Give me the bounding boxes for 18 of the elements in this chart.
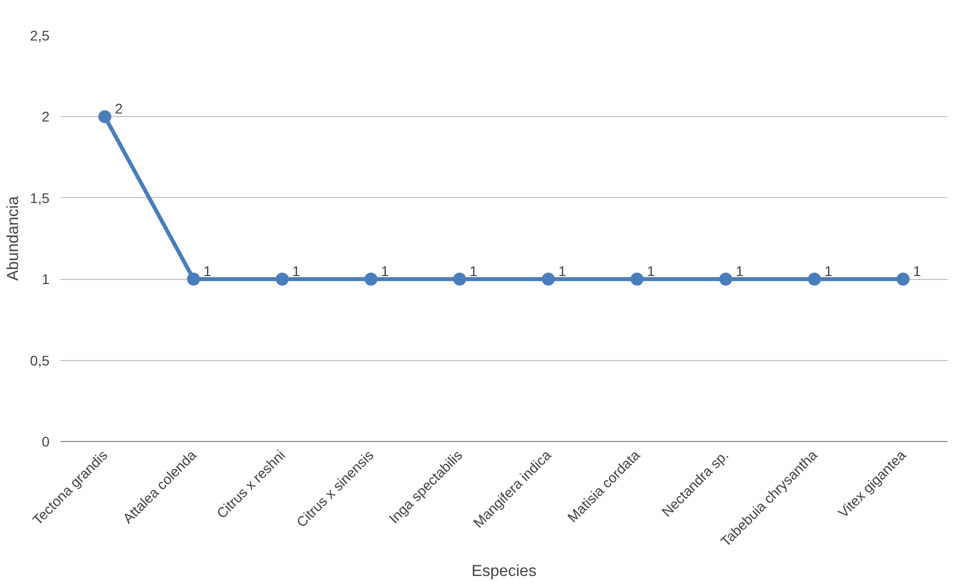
data-label: 1 bbox=[292, 263, 300, 280]
y-tick-label: 0,5 bbox=[30, 352, 50, 368]
x-axis-title: Especies bbox=[472, 563, 536, 580]
y-tick-label: 1 bbox=[42, 271, 50, 288]
data-label: 1 bbox=[913, 263, 922, 280]
y-tick-label: 2,5 bbox=[30, 28, 50, 44]
y-tick-label: 2 bbox=[42, 108, 50, 125]
y-axis-title: Abundancia bbox=[5, 196, 22, 281]
data-label: 1 bbox=[647, 263, 656, 280]
data-label: 1 bbox=[380, 263, 389, 280]
y-tick-label: 0 bbox=[42, 434, 50, 450]
data-label: 1 bbox=[824, 263, 832, 280]
data-label: 1 bbox=[736, 263, 744, 280]
data-label: 1 bbox=[470, 263, 478, 280]
data-label: 1 bbox=[204, 263, 212, 280]
y-tick-label: 1,5 bbox=[30, 190, 50, 206]
data-label: 1 bbox=[558, 263, 566, 280]
data-label: 2 bbox=[114, 100, 123, 117]
